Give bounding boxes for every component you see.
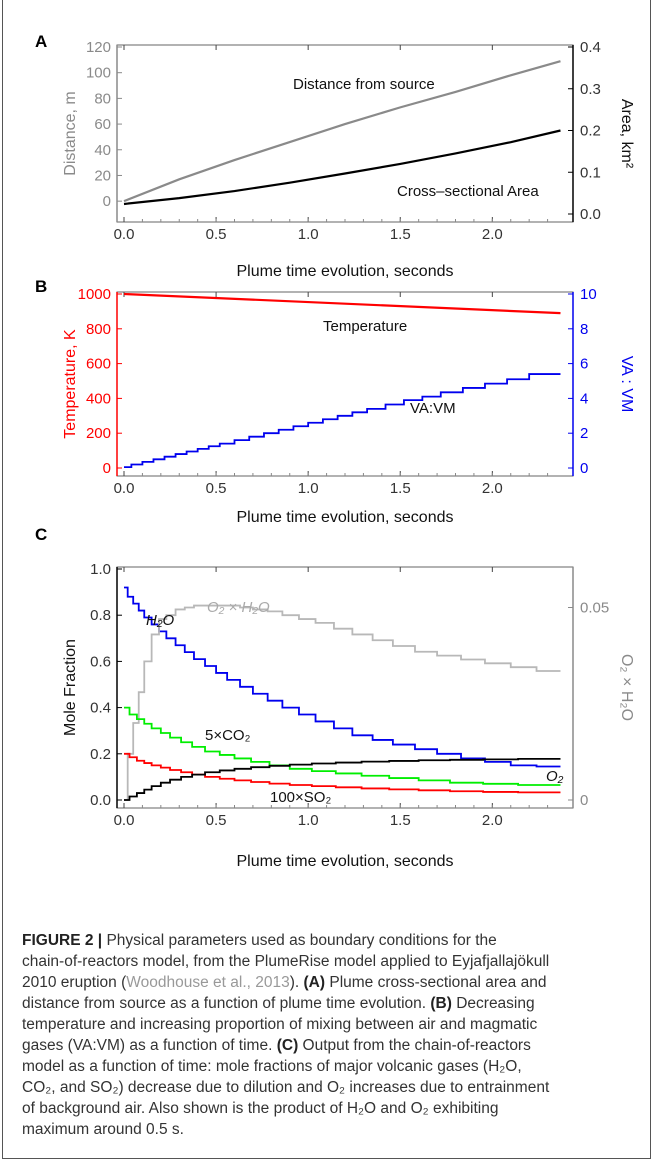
panel-C-x-tick-label: 2.0 — [482, 812, 503, 829]
figure-charts: 0.0 0.5 1.0 1.5 2.00204060801001200.00.10.20… — [35, 32, 635, 870]
panel-B-y-tick-label: 1000 — [78, 286, 111, 303]
panel-B-y-tick-label: 0 — [103, 460, 111, 477]
panel-A-annotation: Cross–sectional Area — [397, 183, 539, 200]
caption-line-3: 2010 eruption (Woodhouse et al., 2013). … — [22, 974, 547, 991]
panel-C-series-2-line — [124, 706, 561, 786]
panel-A-y-tick-label: 20 — [94, 167, 111, 184]
panel-C-annotation: 100×SO₂ — [270, 789, 331, 806]
panel-C-series-0-line — [124, 586, 561, 768]
panel-A-x-tick-label: 0.5 — [206, 226, 227, 243]
panel-B-y2-tick-label: 10 — [580, 286, 597, 303]
panel-A-y-tick-label: 0 — [103, 193, 111, 210]
panel-B-x-tick-label: 0.5 — [206, 480, 227, 497]
panel-C-y-axis-label: Mole Fraction — [62, 639, 79, 736]
panel-B-x-tick-label: 1.5 — [390, 480, 411, 497]
panel-C-y-tick-label: 0.0 — [90, 792, 111, 809]
panel-A-x-tick-label: 1.5 — [390, 226, 411, 243]
panel-A-x-tick-label: 1.0 — [298, 226, 319, 243]
panel-A-x-axis-label: Plume time evolution, seconds — [237, 263, 454, 280]
panel-C-annotation: O₂ — [546, 768, 564, 785]
panel-B-letter: B — [35, 277, 47, 296]
panel-A-y-tick-label: 80 — [94, 90, 111, 107]
panel-A-y-tick-label: 40 — [94, 142, 111, 159]
panel-C-x-tick-label: 0.5 — [206, 812, 227, 829]
panel-A-y2-tick-label: 0.4 — [580, 39, 601, 56]
panel-B-y-axis-label: Temperature, K — [62, 329, 79, 439]
panel-C-x-tick-label: 1.5 — [390, 812, 411, 829]
panel-C-y2-axis-label: O₂ × H₂O — [618, 654, 635, 721]
panel-B-x-axis-label: Plume time evolution, seconds — [237, 509, 454, 526]
panel-C-y-tick-label: 0.4 — [90, 700, 111, 717]
panel-A-x-tick-label: 0.0 — [114, 226, 135, 243]
panel-A-annotation: Distance from source — [293, 76, 435, 93]
panel-C-x-tick-label: 0.0 — [114, 812, 135, 829]
panel-A-y2-axis-label: Area, km² — [618, 99, 635, 169]
panel-B-y-tick-label: 200 — [86, 425, 111, 442]
panel-C-y-tick-label: 0.2 — [90, 746, 111, 763]
panel-C-annotation: H₂O — [146, 612, 175, 629]
panel-A-x-tick-label: 2.0 — [482, 226, 503, 243]
caption-line-1: FIGURE 2 | Physical parameters used as b… — [22, 932, 497, 949]
figure-caption: FIGURE 2 | Physical parameters used as b… — [22, 930, 634, 1140]
panel-B-x-tick-label: 2.0 — [482, 480, 503, 497]
panel-A-y-axis-label: Distance, m — [62, 91, 79, 175]
caption-line-7: model as a function of time: mole fracti… — [22, 1058, 522, 1075]
panel-C-y2-tick-label: 0.05 — [580, 600, 609, 617]
panel-A-y-tick-label: 60 — [94, 116, 111, 133]
caption-line-2: chain-of-reactors model, from the PlumeR… — [22, 953, 550, 970]
caption-line-4: distance from source as a function of pl… — [22, 995, 535, 1012]
panel-B-y-tick-label: 400 — [86, 390, 111, 407]
caption-line-10: maximum around 0.5 s. — [22, 1121, 184, 1138]
panel-B-annotation: VA:VM — [410, 400, 456, 417]
panel-C-annotation: 5×CO₂ — [205, 727, 251, 744]
panel-A-series-1-line — [123, 129, 561, 206]
panel-B-y-tick-label: 800 — [86, 321, 111, 338]
panel-B-y2-tick-label: 4 — [580, 390, 588, 407]
panel-B-annotation: Temperature — [323, 318, 407, 335]
panel-B-y2-tick-label: 8 — [580, 321, 588, 338]
panel-B-y2-tick-label: 2 — [580, 425, 588, 442]
caption-line-6: gases (VA:VM) as a function of time. (C)… — [22, 1037, 531, 1054]
panel-C-y-tick-label: 0.8 — [90, 607, 111, 624]
caption-line-8: CO₂, and SO₂) decrease due to dilution a… — [22, 1079, 550, 1096]
panel-B-y2-tick-label: 0 — [580, 460, 588, 477]
panel-C-letter: C — [35, 525, 47, 544]
panel-C-x-tick-label: 1.0 — [298, 812, 319, 829]
panel-B-series-0-line — [123, 292, 561, 315]
panel-A-y2-tick-label: 0.1 — [580, 164, 601, 181]
panel-B-x-tick-label: 1.0 — [298, 480, 319, 497]
panel-A-y2-tick-label: 0.2 — [580, 123, 601, 140]
panel-C-x-axis-label: Plume time evolution, seconds — [237, 853, 454, 870]
panel-C-series-3-line — [124, 752, 561, 794]
caption-line-9: of background air. Also shown is the pro… — [22, 1100, 499, 1117]
panel-C-series-4-line — [124, 757, 561, 801]
panel-C-y-tick-label: 1.0 — [90, 561, 111, 578]
panel-B-y2-axis-label: VA : VM — [618, 356, 635, 413]
panel-C-y2-tick-label: 0 — [580, 792, 588, 809]
panel-B-series-1-line — [124, 373, 561, 469]
caption-reference-link[interactable]: Woodhouse et al., 2013 — [126, 974, 290, 991]
panel-A-y2-tick-label: 0.0 — [580, 206, 601, 223]
panel-A-y-tick-label: 100 — [86, 65, 111, 82]
panel-A-y-tick-label: 120 — [86, 39, 111, 56]
panel-B-x-tick-label: 0.0 — [114, 480, 135, 497]
panel-A-y2-tick-label: 0.3 — [580, 81, 601, 98]
panel-C-annotation: O₂ × H₂O — [207, 599, 270, 616]
panel-B-y2-tick-label: 6 — [580, 356, 588, 373]
panel-A-letter: A — [35, 32, 47, 51]
panel-B-y-tick-label: 600 — [86, 356, 111, 373]
panel-A-series-0-line — [123, 60, 561, 203]
panel-C-series-1-line — [124, 604, 561, 801]
caption-figure-label: FIGURE 2 | — [22, 932, 103, 949]
panel-C-y-tick-label: 0.6 — [90, 653, 111, 670]
caption-line-5: temperature and increasing proportion of… — [22, 1016, 538, 1033]
